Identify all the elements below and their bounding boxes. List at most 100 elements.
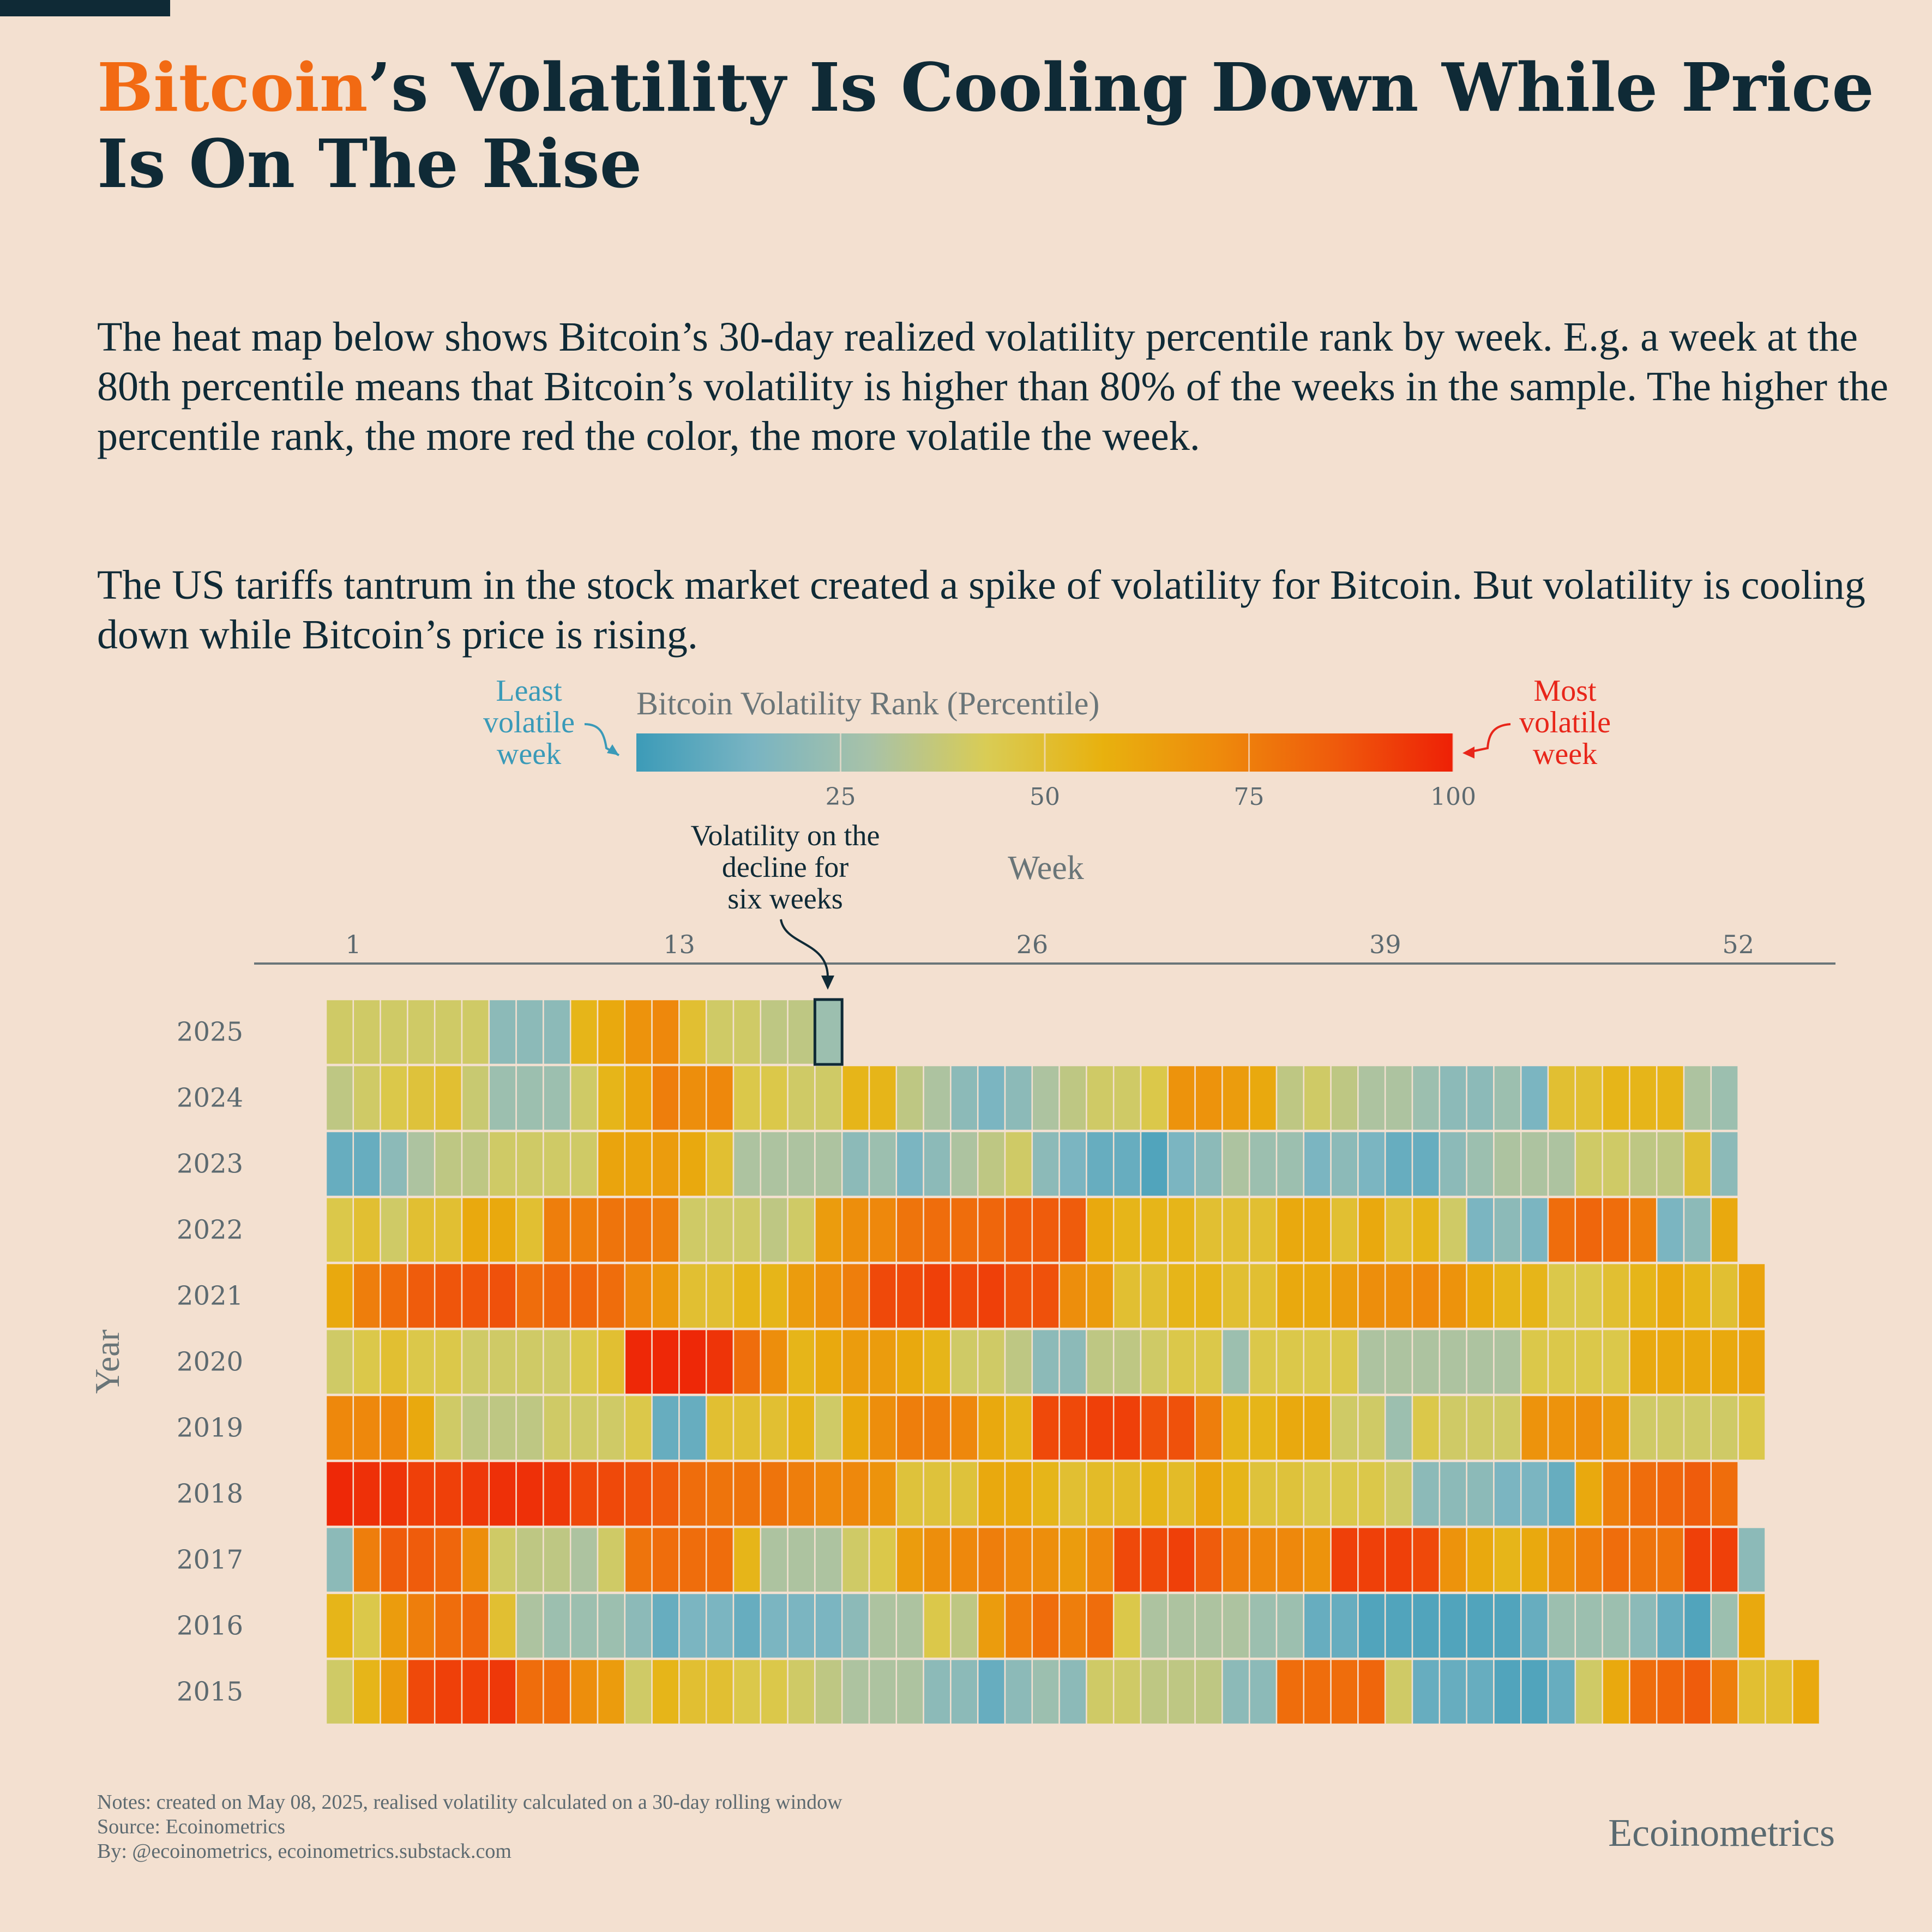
heatmap-cell [1602, 1130, 1630, 1197]
annotation-highlight-box [813, 998, 844, 1066]
heatmap-cell [1683, 1460, 1712, 1527]
annotation-text-line: six weeks [727, 882, 842, 915]
heatmap-cell [760, 1328, 789, 1395]
heatmap-cell [1629, 1460, 1658, 1527]
heatmap-cell [705, 1526, 735, 1593]
heatmap-cell [1303, 1064, 1332, 1131]
heatmap-cell [1547, 1196, 1576, 1263]
heatmap-cell [705, 998, 735, 1066]
heatmap-cell [1547, 1130, 1576, 1197]
heatmap-cell [569, 1196, 599, 1263]
heatmap-cell [1493, 1262, 1522, 1329]
heatmap-cell [678, 1064, 707, 1131]
heatmap-cell [569, 1394, 599, 1461]
heatmap-cell [1248, 1064, 1278, 1131]
heatmap-cell [977, 1328, 1006, 1395]
heatmap-cell [543, 998, 571, 1066]
heatmap-cell [380, 998, 408, 1066]
heatmap-cell [760, 1196, 789, 1263]
heatmap-cell [841, 1460, 870, 1527]
heatmap-cell [461, 998, 490, 1066]
heatmap-cell [1466, 1328, 1495, 1395]
heatmap-cell [732, 1460, 762, 1527]
heatmap-cell [1031, 1064, 1060, 1131]
heatmap-cell [1167, 1658, 1196, 1725]
heatmap-cell [1303, 1658, 1332, 1725]
heatmap-cell [651, 1328, 680, 1395]
heatmap-cell [1737, 1262, 1766, 1329]
subtitle: The heat map below shows Bitcoin’s 30-da… [97, 263, 1897, 759]
heatmap-cell [1602, 1394, 1630, 1461]
heatmap-cell [624, 1064, 653, 1131]
heatmap-cell [1058, 1658, 1087, 1725]
heatmap-cell [515, 998, 544, 1066]
heatmap-cell [1275, 1130, 1305, 1197]
year-label: 2025 [177, 1017, 243, 1048]
heatmap-cell [651, 1592, 680, 1659]
heatmap-cell [1493, 1328, 1522, 1395]
heatmap-cell [1520, 1262, 1549, 1329]
heatmap-cell [705, 1196, 735, 1263]
footer-source: Source: Ecoinometrics [97, 1815, 286, 1838]
heatmap-cell [732, 1328, 762, 1395]
heatmap-cell [597, 1394, 626, 1461]
heatmap-cell [1058, 1394, 1087, 1461]
heatmap-cell [434, 1658, 463, 1725]
heatmap-cell [407, 1262, 436, 1329]
heatmap-cell [1384, 1526, 1413, 1593]
heatmap-cell [1086, 1592, 1115, 1659]
heatmap-cell [380, 1196, 408, 1263]
heatmap-cell [1574, 1592, 1603, 1659]
most-arrowhead-icon [1462, 747, 1474, 759]
heatmap-cell [1031, 1196, 1060, 1263]
heatmap-cell [1194, 1592, 1223, 1659]
heatmap-cell [1737, 1394, 1766, 1461]
least-volatile-label: Least volatile week [483, 674, 575, 771]
heatmap-cell [678, 1394, 707, 1461]
heatmap-cell [515, 1460, 544, 1527]
heatmap-cell [1031, 1130, 1060, 1197]
heatmap-cell [1710, 1394, 1739, 1461]
heatmap-cell [678, 1130, 707, 1197]
heatmap-cell [1411, 1262, 1441, 1329]
heatmap-cell [1656, 1592, 1685, 1659]
heatmap-cell [868, 1262, 898, 1329]
heatmap-cell [1248, 1394, 1278, 1461]
heatmap-cell [841, 1130, 870, 1197]
heatmap-cell [1683, 1328, 1712, 1395]
heatmap-cell [977, 1658, 1006, 1725]
heatmap-cell [678, 1658, 707, 1725]
heatmap-cell [1303, 1592, 1332, 1659]
heatmap-cell [1221, 1526, 1250, 1593]
heatmap-cell [1629, 1328, 1658, 1395]
heatmap-cell [1683, 1064, 1712, 1131]
heatmap-cell [1629, 1064, 1658, 1131]
page-title: Bitcoin’s Volatility Is Cooling Down Whi… [97, 49, 1897, 202]
heatmap-cell [1547, 1064, 1576, 1131]
colorbar-tick-label: 50 [1030, 783, 1060, 811]
heatmap-cell [624, 1526, 653, 1593]
heatmap-cell [1493, 1130, 1522, 1197]
least-arrow-icon [584, 723, 619, 756]
heatmap-cell [461, 1064, 490, 1131]
heatmap-cell [1275, 1262, 1305, 1329]
heatmap-cell [488, 1394, 517, 1461]
x-tick-label: 13 [663, 930, 695, 959]
heatmap-cell [1004, 1394, 1033, 1461]
heatmap-cell [1656, 1196, 1685, 1263]
heatmap-cell [1411, 1526, 1441, 1593]
heatmap-cell [1574, 1460, 1603, 1527]
heatmap-cell [678, 1526, 707, 1593]
heatmap-cell [1086, 1130, 1115, 1197]
heatmap-cell [1004, 1460, 1033, 1527]
heatmap-cell [569, 1328, 599, 1395]
heatmap-cell [1574, 1196, 1603, 1263]
heatmap-cell [325, 1196, 354, 1263]
heatmap-cell [1221, 1130, 1250, 1197]
annotation-text-line: Volatility on the [691, 819, 880, 852]
heatmap-cell [434, 1592, 463, 1659]
title-line2: Is On The Rise [97, 124, 642, 203]
heatmap-cell [380, 1262, 408, 1329]
heatmap-cell [407, 1196, 436, 1263]
heatmap-cell [1167, 1064, 1196, 1131]
